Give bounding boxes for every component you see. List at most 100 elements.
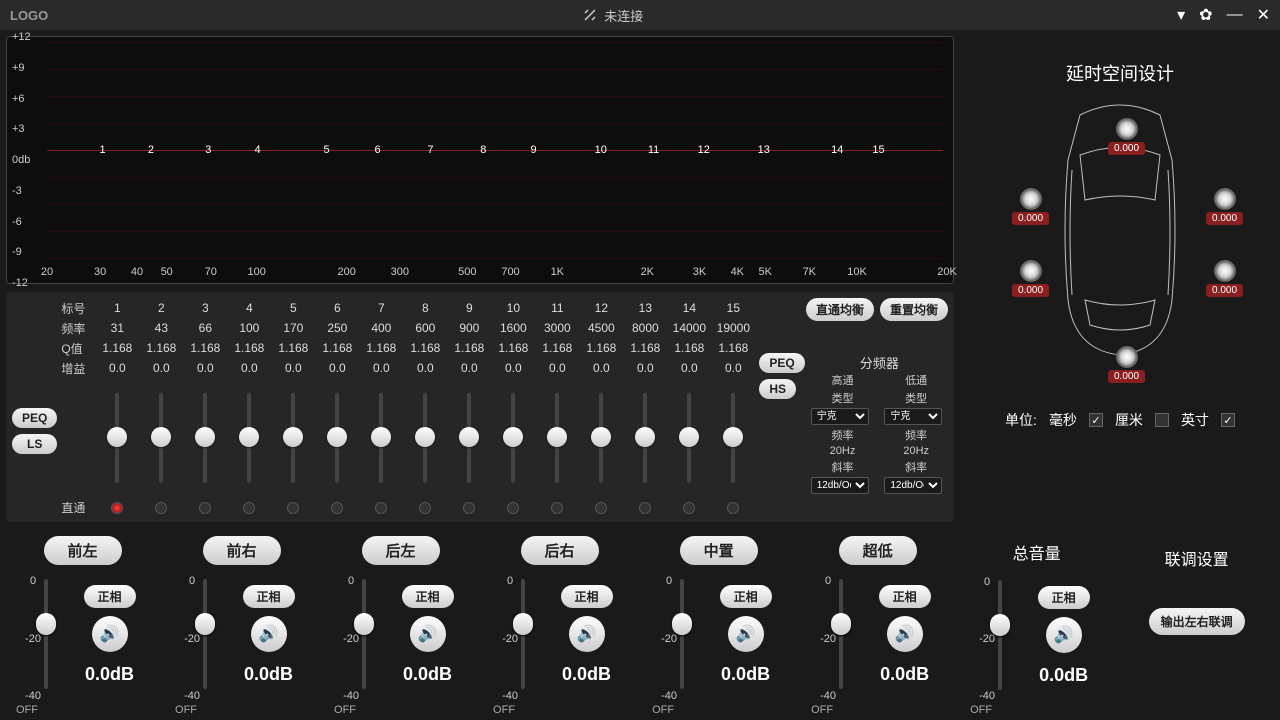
unit-selector: 单位: 毫秒 厘米 英寸 [1005,410,1235,430]
phase-button[interactable]: 正相 [1038,586,1090,609]
speaker-center-front[interactable]: 0.000 [1108,118,1145,155]
peq-button[interactable]: PEQ [12,408,57,428]
volume-slider[interactable] [36,613,56,635]
phase-button[interactable]: 正相 [243,585,295,608]
eq-band-slider[interactable] [115,393,119,483]
speaker-icon [1214,188,1236,210]
channel-master: 总音量0-20-40正相🔊0.0dBOFF [960,534,1113,716]
bypass-dot[interactable] [331,502,343,514]
db-value: 0.0dB [244,664,293,685]
channel-前右: 前右0-20-40正相🔊0.0dBOFF [165,534,318,716]
bypass-dot[interactable] [639,502,651,514]
speaker-rl[interactable]: 0.000 [1012,260,1049,297]
bypass-dot[interactable] [199,502,211,514]
unit-cm-check[interactable] [1155,413,1169,427]
speaker-icon [1214,260,1236,282]
channel-button[interactable]: 后右 [521,536,599,565]
bypass-dot[interactable] [111,502,123,514]
db-value: 0.0dB [880,664,929,685]
db-value: 0.0dB [403,664,452,685]
eq-band-slider[interactable] [687,393,691,483]
hp-slope-select[interactable]: 12db/Oct [811,477,869,494]
bypass-dot[interactable] [155,502,167,514]
channel-后左: 后左0-20-40正相🔊0.0dBOFF [324,534,477,716]
eq-graph[interactable]: 123456789101112131415 +12+9+6+30db-3-6-9… [6,36,954,284]
connection-status: 未连接 [582,6,643,25]
lp-type-select[interactable]: 宁克 [884,408,942,425]
eq-band-slider[interactable] [291,393,295,483]
phase-button[interactable]: 正相 [561,585,613,608]
speaker-icon [1116,346,1138,368]
eq-band-slider[interactable] [247,393,251,483]
volume-slider[interactable] [672,613,692,635]
eq-band-slider[interactable] [599,393,603,483]
channel-button[interactable]: 中置 [680,536,758,565]
bypass-dot[interactable] [463,502,475,514]
volume-slider[interactable] [354,613,374,635]
bypass-dot[interactable] [419,502,431,514]
mute-button[interactable]: 🔊 [887,616,923,652]
eq-panel: PEQ LS 标号123456789101112131415频率31436610… [6,292,954,522]
phase-button[interactable]: 正相 [84,585,136,608]
eq-band-slider[interactable] [335,393,339,483]
mute-button[interactable]: 🔊 [410,616,446,652]
peq2-button[interactable]: PEQ [759,353,804,373]
bypass-dot[interactable] [507,502,519,514]
unit-inch-check[interactable] [1221,413,1235,427]
volume-slider[interactable] [513,613,533,635]
channel-button[interactable]: 前左 [44,536,122,565]
hs-button[interactable]: HS [759,379,796,399]
speaker-fr[interactable]: 0.000 [1206,188,1243,225]
close-icon[interactable]: ✕ [1257,5,1270,25]
eq-band-slider[interactable] [731,393,735,483]
volume-slider[interactable] [831,613,851,635]
unit-ms-check[interactable] [1089,413,1103,427]
mute-button[interactable]: 🔊 [251,616,287,652]
bypass-eq-button[interactable]: 直通均衡 [806,298,874,321]
mute-button[interactable]: 🔊 [1046,617,1082,653]
speaker-sub[interactable]: 0.000 [1108,346,1145,383]
db-value: 0.0dB [85,664,134,685]
output-link-button[interactable]: 输出左右联调 [1149,608,1245,635]
titlebar: LOGO 未连接 ▾ ✿ — ✕ [0,0,1280,30]
bypass-dot[interactable] [287,502,299,514]
bypass-dot[interactable] [727,502,739,514]
phase-button[interactable]: 正相 [720,585,772,608]
channel-button[interactable]: 超低 [839,536,917,565]
speaker-rr[interactable]: 0.000 [1206,260,1243,297]
mute-button[interactable]: 🔊 [569,616,605,652]
eq-band-slider[interactable] [423,393,427,483]
mute-button[interactable]: 🔊 [92,616,128,652]
eq-band-slider[interactable] [643,393,647,483]
bypass-dot[interactable] [683,502,695,514]
logo: LOGO [10,8,48,23]
car-diagram: 0.000 0.000 0.000 0.000 0.000 0.000 [1000,100,1240,390]
lp-slope-select[interactable]: 12db/Oct [884,477,942,494]
reset-eq-button[interactable]: 重置均衡 [880,298,948,321]
gear-icon[interactable]: ✿ [1199,5,1212,25]
volume-slider[interactable] [195,613,215,635]
phase-button[interactable]: 正相 [402,585,454,608]
bypass-dot[interactable] [595,502,607,514]
phase-button[interactable]: 正相 [879,585,931,608]
menu-icon[interactable]: ▾ [1177,5,1185,25]
minimize-icon[interactable]: — [1227,6,1243,24]
eq-band-slider[interactable] [159,393,163,483]
channel-中置: 中置0-20-40正相🔊0.0dBOFF [642,534,795,716]
bypass-dot[interactable] [551,502,563,514]
eq-band-slider[interactable] [467,393,471,483]
bypass-dot[interactable] [375,502,387,514]
channel-前左: 前左0-20-40正相🔊0.0dBOFF [6,534,159,716]
bypass-dot[interactable] [243,502,255,514]
eq-band-slider[interactable] [379,393,383,483]
eq-band-slider[interactable] [511,393,515,483]
hp-type-select[interactable]: 宁克 [811,408,869,425]
volume-slider[interactable] [990,614,1010,636]
eq-band-slider[interactable] [555,393,559,483]
channel-button[interactable]: 前右 [203,536,281,565]
channel-button[interactable]: 后左 [362,536,440,565]
eq-band-slider[interactable] [203,393,207,483]
ls-button[interactable]: LS [12,434,57,454]
mute-button[interactable]: 🔊 [728,616,764,652]
speaker-fl[interactable]: 0.000 [1012,188,1049,225]
